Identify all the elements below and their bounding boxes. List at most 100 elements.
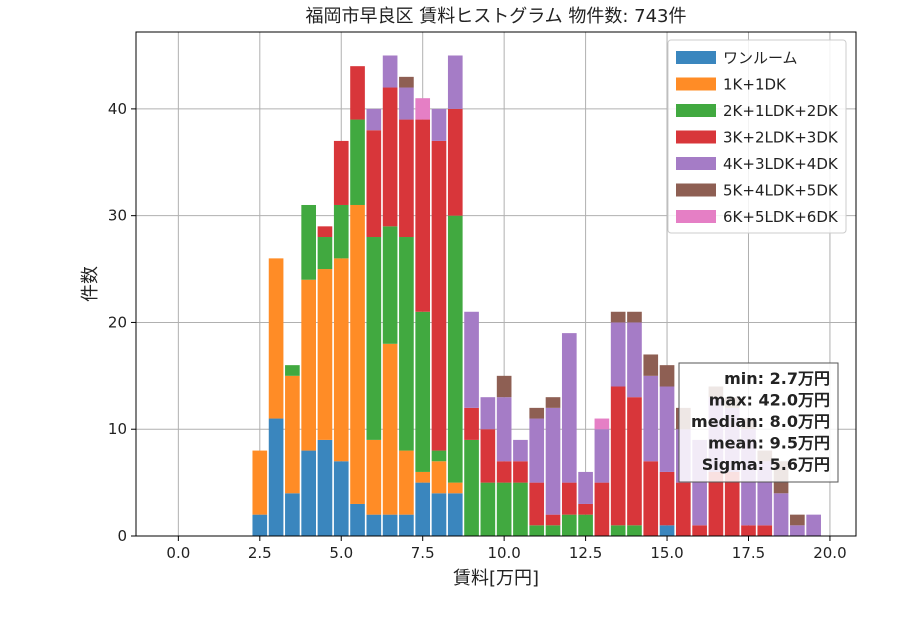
bar-segment bbox=[399, 450, 414, 515]
x-tick-label: 17.5 bbox=[732, 544, 765, 562]
bar-segment bbox=[741, 525, 756, 536]
bar-segment bbox=[431, 493, 447, 536]
chart-title: 福岡市早良区 賃料ヒストグラム 物件数: 743件 bbox=[305, 6, 686, 27]
stats-lines: min: 2.7万円 max: 42.0万円 median: 8.0万円 mean: … bbox=[691, 369, 830, 474]
legend-label: ワンルーム bbox=[723, 49, 798, 67]
bar-segment bbox=[252, 450, 268, 515]
bar-segment bbox=[480, 482, 496, 536]
bar-segment bbox=[545, 525, 561, 536]
y-tick-label: 20 bbox=[108, 313, 127, 331]
legend-items: ワンルーム 1K+1DK 2K+1LDK+2DK 3K+2LDK+3DK 4K+3LDK… bbox=[676, 49, 839, 226]
bar-segment bbox=[447, 493, 463, 536]
bar-segment bbox=[350, 119, 365, 205]
bar-segment bbox=[578, 471, 593, 504]
bar-segment bbox=[480, 429, 496, 483]
bar-segment bbox=[317, 226, 333, 238]
bar-segment bbox=[382, 226, 398, 344]
bar-segment bbox=[366, 130, 382, 238]
x-tick-label: 2.5 bbox=[248, 544, 272, 562]
bar-segment bbox=[610, 525, 626, 536]
legend-label: 2K+1LDK+2DK bbox=[723, 102, 839, 120]
bar-segment bbox=[757, 525, 773, 536]
bar-segment bbox=[431, 450, 447, 462]
bar-segment bbox=[399, 237, 414, 451]
bar-segment bbox=[415, 98, 431, 120]
bar-segment bbox=[610, 322, 626, 387]
bar-segment bbox=[513, 439, 528, 462]
bar-segment bbox=[399, 76, 414, 88]
bar-segment bbox=[464, 311, 479, 408]
bar-segment bbox=[431, 140, 447, 451]
bar-segment bbox=[545, 397, 561, 408]
bar-segment bbox=[268, 418, 284, 536]
bar-segment bbox=[594, 482, 610, 536]
bar-segment bbox=[301, 204, 316, 280]
bar-segment bbox=[643, 375, 659, 462]
bar-segment bbox=[285, 375, 300, 494]
bar-segment bbox=[496, 397, 512, 462]
bar-segment bbox=[333, 204, 349, 259]
bar-segment bbox=[659, 386, 675, 472]
bar-segment bbox=[529, 407, 545, 419]
y-tick-label: 40 bbox=[108, 100, 127, 118]
bar-segment bbox=[529, 418, 545, 483]
stats-line: Sigma: 5.6万円 bbox=[702, 455, 830, 474]
stats-line: mean: 9.5万円 bbox=[708, 434, 830, 453]
legend-swatch bbox=[676, 183, 716, 197]
bar-segment bbox=[676, 482, 691, 536]
legend-swatch bbox=[676, 51, 716, 64]
bar-segment bbox=[350, 204, 365, 504]
bar-segment bbox=[382, 343, 398, 515]
x-tick-label: 5.0 bbox=[329, 544, 353, 562]
legend-label: 3K+2LDK+3DK bbox=[723, 129, 839, 147]
bar-segment bbox=[285, 365, 300, 376]
bar-segment bbox=[610, 311, 626, 323]
bar-segment bbox=[724, 471, 740, 536]
legend-label: 5K+4LDK+5DK bbox=[723, 182, 839, 200]
stats-line: median: 8.0万円 bbox=[691, 412, 830, 431]
bar-segment bbox=[480, 397, 496, 430]
legend-swatch bbox=[676, 157, 716, 170]
bar-segment bbox=[561, 482, 577, 515]
bar-segment bbox=[399, 514, 414, 536]
bar-segment bbox=[496, 461, 512, 483]
bar-segment bbox=[464, 407, 479, 440]
x-tick-label: 20.0 bbox=[813, 544, 846, 562]
x-tick-label: 15.0 bbox=[650, 544, 683, 562]
bar-segment bbox=[692, 525, 707, 536]
bar-segment bbox=[561, 333, 577, 483]
bar-segment bbox=[708, 471, 724, 536]
bar-segment bbox=[659, 471, 675, 526]
bar-segment bbox=[627, 397, 642, 526]
bar-segment bbox=[513, 482, 528, 536]
legend-label: 6K+5LDK+6DK bbox=[723, 208, 839, 226]
bar-segment bbox=[627, 525, 642, 536]
bar-segment bbox=[659, 525, 675, 536]
bar-segment bbox=[790, 514, 805, 526]
bar-segment bbox=[399, 119, 414, 238]
bar-segment bbox=[350, 66, 365, 120]
bar-segment bbox=[806, 514, 821, 536]
plot-frame bbox=[135, 31, 857, 537]
x-tick-label: 12.5 bbox=[569, 544, 602, 562]
bar-segment bbox=[561, 514, 577, 536]
bar-segment bbox=[431, 461, 447, 494]
bar-segment bbox=[415, 119, 431, 312]
x-tick-label: 0.0 bbox=[166, 544, 190, 562]
bar-segment bbox=[366, 514, 382, 536]
bar-segment bbox=[545, 514, 561, 526]
bar-segment bbox=[350, 503, 365, 536]
bar-segment bbox=[578, 514, 593, 536]
x-tick-label: 7.5 bbox=[411, 544, 435, 562]
bar-segment bbox=[317, 269, 333, 440]
bar-segment bbox=[447, 108, 463, 216]
bar-segment bbox=[773, 493, 789, 536]
legend-swatch bbox=[676, 210, 716, 223]
bar-segment bbox=[366, 439, 382, 515]
legend-swatch bbox=[676, 130, 716, 144]
bar-segment bbox=[545, 407, 561, 515]
bar-segment bbox=[252, 514, 268, 536]
bar-segment bbox=[301, 450, 316, 536]
